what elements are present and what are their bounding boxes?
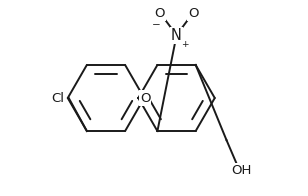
Text: O: O [188,7,198,20]
Text: N: N [171,28,182,43]
Text: +: + [181,40,188,49]
Text: O: O [155,7,165,20]
Text: −: − [152,20,160,30]
Text: OH: OH [231,164,251,177]
Text: Cl: Cl [51,92,64,104]
Text: O: O [140,92,150,104]
